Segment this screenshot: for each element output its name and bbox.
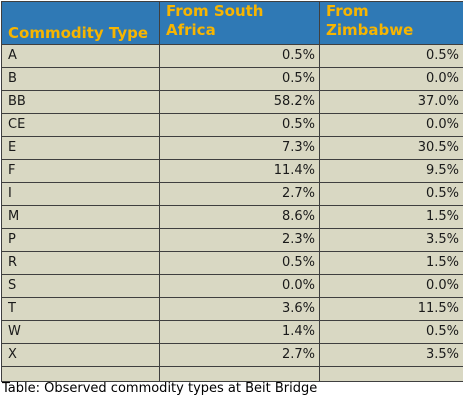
- cell-commodity: X: [1, 343, 160, 367]
- commodity-table: Commodity Type From South Africa From Zi…: [1, 1, 463, 382]
- cell-zimbabwe: 0.5%: [319, 44, 463, 68]
- cell-south-africa: 7.3%: [159, 136, 320, 160]
- table-row: M 8.6% 1.5%: [1, 205, 463, 229]
- cell-zimbabwe: 1.5%: [319, 251, 463, 275]
- cell-empty: [319, 366, 463, 382]
- cell-commodity: BB: [1, 90, 160, 114]
- cell-empty: [1, 366, 160, 382]
- cell-zimbabwe: 1.5%: [319, 205, 463, 229]
- table-row: R 0.5% 1.5%: [1, 251, 463, 275]
- cell-zimbabwe: 37.0%: [319, 90, 463, 114]
- cell-commodity: W: [1, 320, 160, 344]
- table-header: Commodity Type From South Africa From Zi…: [1, 1, 463, 45]
- cell-zimbabwe: 0.5%: [319, 182, 463, 206]
- table-row: A 0.5% 0.5%: [1, 44, 463, 68]
- cell-zimbabwe: 3.5%: [319, 343, 463, 367]
- cell-commodity: E: [1, 136, 160, 160]
- header-row: Commodity Type From South Africa From Zi…: [1, 1, 463, 45]
- table-row: CE 0.5% 0.0%: [1, 113, 463, 137]
- table-row: W 1.4% 0.5%: [1, 320, 463, 344]
- cell-south-africa: 0.5%: [159, 251, 320, 275]
- cell-south-africa: 3.6%: [159, 297, 320, 321]
- header-from-zimbabwe: From Zimbabwe: [319, 1, 463, 45]
- cell-south-africa: 58.2%: [159, 90, 320, 114]
- table-row: P 2.3% 3.5%: [1, 228, 463, 252]
- empty-row: [1, 366, 463, 382]
- table-body: A 0.5% 0.5% B 0.5% 0.0% BB 58.2% 37.0% C…: [1, 44, 463, 382]
- cell-south-africa: 0.5%: [159, 67, 320, 91]
- cell-commodity: S: [1, 274, 160, 298]
- cell-zimbabwe: 0.0%: [319, 113, 463, 137]
- cell-south-africa: 0.5%: [159, 44, 320, 68]
- cell-zimbabwe: 0.0%: [319, 274, 463, 298]
- cell-south-africa: 11.4%: [159, 159, 320, 183]
- cell-commodity: CE: [1, 113, 160, 137]
- table-row: I 2.7% 0.5%: [1, 182, 463, 206]
- table-row: S 0.0% 0.0%: [1, 274, 463, 298]
- cell-commodity: T: [1, 297, 160, 321]
- cell-zimbabwe: 30.5%: [319, 136, 463, 160]
- cell-commodity: M: [1, 205, 160, 229]
- cell-commodity: F: [1, 159, 160, 183]
- header-from-south-africa: From South Africa: [159, 1, 320, 45]
- cell-south-africa: 8.6%: [159, 205, 320, 229]
- table-row: F 11.4% 9.5%: [1, 159, 463, 183]
- table-row: X 2.7% 3.5%: [1, 343, 463, 367]
- cell-commodity: A: [1, 44, 160, 68]
- cell-south-africa: 0.5%: [159, 113, 320, 137]
- cell-zimbabwe: 11.5%: [319, 297, 463, 321]
- header-commodity-type: Commodity Type: [1, 1, 160, 45]
- table-row: T 3.6% 11.5%: [1, 297, 463, 321]
- cell-zimbabwe: 9.5%: [319, 159, 463, 183]
- table-row: BB 58.2% 37.0%: [1, 90, 463, 114]
- cell-commodity: R: [1, 251, 160, 275]
- table-row: B 0.5% 0.0%: [1, 67, 463, 91]
- cell-empty: [159, 366, 320, 382]
- cell-commodity: B: [1, 67, 160, 91]
- cell-zimbabwe: 3.5%: [319, 228, 463, 252]
- cell-commodity: P: [1, 228, 160, 252]
- cell-south-africa: 2.7%: [159, 343, 320, 367]
- table-caption: Table: Observed commodity types at Beit …: [2, 381, 318, 396]
- cell-zimbabwe: 0.0%: [319, 67, 463, 91]
- table-row: E 7.3% 30.5%: [1, 136, 463, 160]
- cell-south-africa: 2.7%: [159, 182, 320, 206]
- cell-south-africa: 2.3%: [159, 228, 320, 252]
- cell-zimbabwe: 0.5%: [319, 320, 463, 344]
- cell-commodity: I: [1, 182, 160, 206]
- cell-south-africa: 1.4%: [159, 320, 320, 344]
- cell-south-africa: 0.0%: [159, 274, 320, 298]
